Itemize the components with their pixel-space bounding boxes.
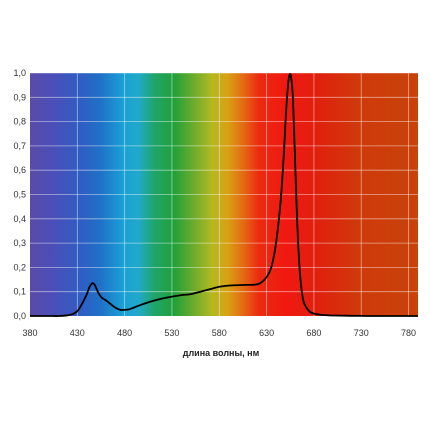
- y-tick-label: 0,0: [13, 311, 26, 321]
- x-tick-label: 530: [164, 328, 179, 338]
- y-tick-label: 0,6: [13, 165, 26, 175]
- y-axis: 0,0 0,1 0,2 0,3 0,4 0,5 0,6 0,7 0,8 0,9 1,0: [13, 68, 26, 321]
- y-tick-label: 0,8: [13, 117, 26, 127]
- y-tick-label: 0,9: [13, 92, 26, 102]
- x-tick-label: 480: [117, 328, 132, 338]
- y-tick-label: 0,4: [13, 214, 26, 224]
- series-line: [29, 73, 418, 317]
- y-tick-label: 0,3: [13, 238, 26, 248]
- x-tick-label: 630: [259, 328, 274, 338]
- y-tick-label: 0,2: [13, 262, 26, 272]
- x-tick-label: 580: [212, 328, 227, 338]
- y-tick-label: 0,5: [13, 190, 26, 200]
- x-tick-label: 780: [401, 328, 416, 338]
- grid: [30, 72, 418, 316]
- y-tick-label: 0,7: [13, 141, 26, 151]
- y-tick-label: 1,0: [13, 68, 26, 78]
- x-tick-label: 680: [306, 328, 321, 338]
- x-tick-label: 730: [354, 328, 369, 338]
- x-tick-label: 430: [70, 328, 85, 338]
- x-tick-label: 380: [22, 328, 37, 338]
- x-axis: 380 430 480 530 580 630 680 730 780: [22, 328, 416, 338]
- x-axis-title: длина волны, нм: [183, 348, 260, 358]
- y-tick-label: 0,1: [13, 287, 26, 297]
